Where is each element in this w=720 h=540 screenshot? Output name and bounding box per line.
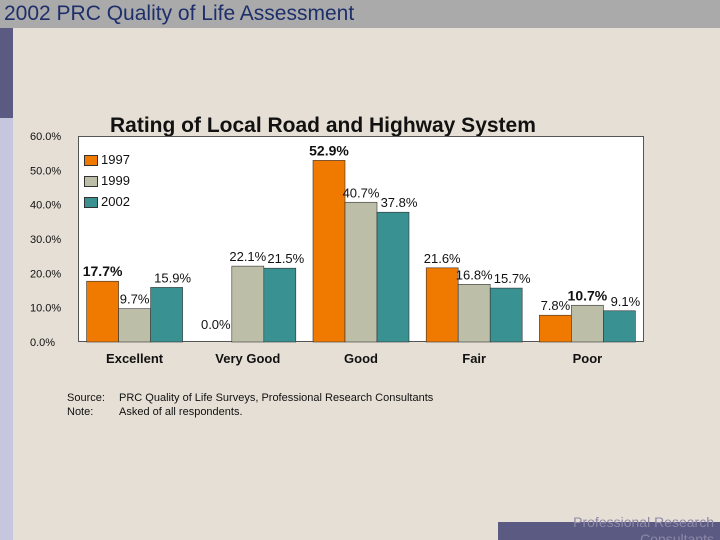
legend-label-1997: 1997 — [101, 152, 130, 167]
left-accent-strip-dark — [0, 28, 13, 118]
category-label: Fair — [462, 351, 486, 366]
footer-box — [498, 522, 720, 540]
bar-2002-fair — [489, 287, 523, 343]
data-label: 37.8% — [381, 195, 418, 210]
header-bar — [0, 0, 720, 28]
bar-1999-good — [344, 201, 378, 343]
y-axis-ticks: 0.0% 10.0% 20.0% 30.0% 40.0% 50.0% 60.0% — [30, 131, 61, 349]
bar-2002-poor — [603, 310, 636, 343]
bar-1997-poor — [539, 314, 572, 343]
category-label: Poor — [573, 351, 603, 366]
bar-2002-good — [376, 211, 410, 343]
data-label: 9.7% — [120, 292, 150, 307]
data-labels: 17.7% 9.7% 15.9% 22.1% 21.5% 52.9% 40.7%37.8% 2… — [83, 142, 641, 332]
data-label: 16.8% — [456, 267, 493, 282]
bar-2002-excellent — [150, 287, 183, 343]
data-label: 7.8% — [541, 298, 571, 313]
source-label: Source: — [67, 392, 105, 404]
y-tick-label: 60.0% — [30, 131, 61, 143]
category-label: Excellent — [106, 351, 164, 366]
bar-1997-good — [312, 160, 346, 343]
y-tick-label: 50.0% — [30, 165, 61, 177]
data-label: 15.7% — [494, 271, 531, 286]
y-tick-label: 0.0% — [30, 337, 55, 349]
chart-notes: Source: PRC Quality of Life Surveys, Prof… — [67, 391, 433, 419]
note-text: Asked of all respondents. — [119, 406, 243, 418]
y-tick-label: 20.0% — [30, 268, 61, 280]
data-label: 17.7% — [83, 263, 123, 279]
data-label: 52.9% — [309, 142, 349, 158]
bar-1997-excellent — [86, 280, 119, 343]
bar-1997-fair — [425, 267, 459, 343]
legend-swatch-1997 — [84, 155, 98, 166]
y-tick-label: 10.0% — [30, 303, 61, 315]
data-label: 22.1% — [229, 249, 266, 264]
page-title: 2002 PRC Quality of Life Assessment — [4, 2, 355, 25]
note-label: Note: — [67, 406, 94, 418]
category-label: Good — [344, 351, 378, 366]
bar-1999-excellent — [118, 308, 151, 343]
data-label: 21.6% — [424, 251, 461, 266]
y-tick-label: 30.0% — [30, 234, 61, 246]
chart-title: Rating of Local Road and Highway System — [110, 114, 536, 137]
x-axis-categories: Excellent Very Good Good Fair Poor — [106, 351, 602, 366]
source-note: Source: PRC Quality of Life Surveys, Prof… — [67, 391, 433, 405]
bars — [86, 160, 636, 343]
source-text: PRC Quality of Life Surveys, Professiona… — [119, 392, 434, 404]
category-label: Very Good — [215, 351, 280, 366]
data-label: 40.7% — [343, 185, 380, 200]
bar-1999-very-good — [231, 265, 265, 343]
data-label: 9.1% — [611, 294, 641, 309]
legend-swatch-1999 — [84, 176, 98, 187]
data-label-missing: 0.0% — [201, 317, 231, 332]
bar-1999-poor — [571, 304, 604, 343]
data-label: 21.5% — [267, 251, 304, 266]
legend-swatch-2002 — [84, 197, 98, 208]
data-label: 10.7% — [568, 287, 608, 303]
legend-label-1999: 1999 — [101, 173, 130, 188]
bar-1999-fair — [457, 284, 491, 343]
respondent-note: Note: Asked of all respondents. — [67, 405, 433, 419]
legend-label-2002: 2002 — [101, 194, 130, 209]
y-tick-label: 40.0% — [30, 200, 61, 212]
data-label: 15.9% — [154, 270, 191, 285]
left-accent-strip-light — [0, 118, 13, 540]
footer-text: Professional Research Consultants — [573, 514, 714, 540]
bar-2002-very-good — [263, 267, 297, 343]
